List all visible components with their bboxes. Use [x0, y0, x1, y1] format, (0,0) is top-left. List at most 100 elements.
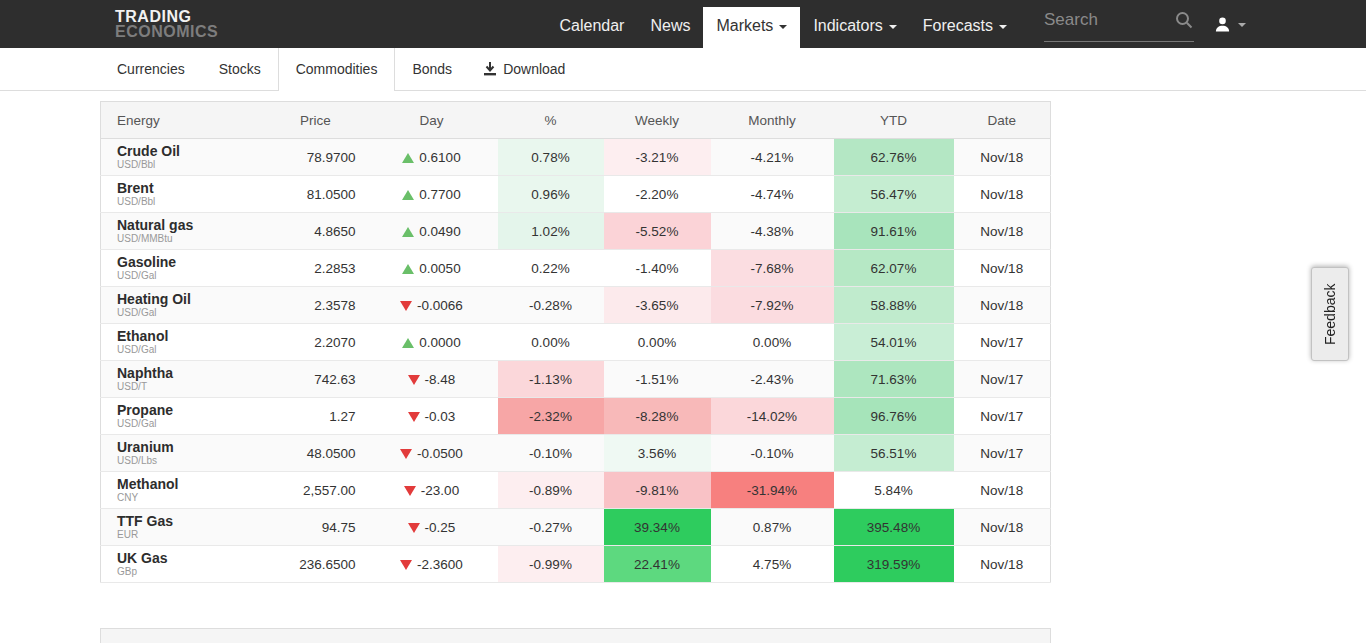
day-change-cell: 0.0490	[366, 213, 498, 250]
commodity-name[interactable]: Ethanol	[117, 327, 266, 344]
weekly-cell: -5.52%	[604, 213, 711, 250]
nav-item-news[interactable]: News	[637, 7, 703, 48]
percent-cell: -0.27%	[498, 509, 604, 546]
ytd-cell: 319.59%	[834, 546, 954, 583]
percent-cell: -2.32%	[498, 398, 604, 435]
monthly-cell: 0.00%	[711, 324, 834, 361]
commodity-name[interactable]: Uranium	[117, 438, 266, 455]
feedback-button[interactable]: Feedback	[1311, 267, 1349, 361]
day-change-cell: 0.6100	[366, 139, 498, 176]
commodity-cell: MethanolCNY	[101, 472, 266, 509]
table-row-ttf-gas[interactable]: TTF GasEUR94.75-0.25-0.27%39.34%0.87%395…	[101, 509, 1051, 546]
table-row-gasoline[interactable]: GasolineUSD/Gal2.28530.00500.22%-1.40%-7…	[101, 250, 1051, 287]
chevron-down-icon	[779, 25, 787, 29]
commodity-name[interactable]: Brent	[117, 179, 266, 196]
day-change-cell: -8.48	[366, 361, 498, 398]
price-cell: 236.6500	[266, 546, 366, 583]
weekly-cell: -3.21%	[604, 139, 711, 176]
download-button[interactable]: Download	[469, 48, 579, 90]
search-box	[1044, 0, 1194, 42]
ytd-cell: 91.61%	[834, 213, 954, 250]
table-gap	[100, 583, 1050, 628]
triangle-down-icon	[408, 412, 420, 422]
table-row-uranium[interactable]: UraniumUSD/Lbs48.0500-0.0500-0.10%3.56%-…	[101, 435, 1051, 472]
commodity-unit: GBp	[117, 566, 266, 580]
triangle-down-icon	[408, 375, 420, 385]
commodity-name[interactable]: TTF Gas	[117, 512, 266, 529]
triangle-down-icon	[400, 301, 412, 311]
table-row-brent[interactable]: BrentUSD/Bbl81.05000.77000.96%-2.20%-4.7…	[101, 176, 1051, 213]
trading-economics-logo[interactable]: TRADING ECONOMICS	[115, 0, 218, 48]
date-cell: Nov/17	[954, 398, 1051, 435]
triangle-down-icon	[400, 449, 412, 459]
weekly-cell: -9.81%	[604, 472, 711, 509]
table-row-ethanol[interactable]: EthanolUSD/Gal2.20700.00000.00%0.00%0.00…	[101, 324, 1051, 361]
tab-stocks[interactable]: Stocks	[202, 48, 278, 90]
table-row-crude-oil[interactable]: Crude OilUSD/Bbl78.97000.61000.78%-3.21%…	[101, 139, 1051, 176]
commodity-unit: USD/Gal	[117, 270, 266, 284]
tab-currencies[interactable]: Currencies	[100, 48, 202, 90]
metals-table: MetalsPriceDay%WeeklyMonthlyYTDDate	[100, 628, 1051, 643]
tab-commodities[interactable]: Commodities	[278, 48, 396, 91]
commodity-name[interactable]: Naphtha	[117, 364, 266, 381]
price-cell: 48.0500	[266, 435, 366, 472]
metals-column-header-weekly: Weekly	[604, 629, 711, 643]
ytd-cell: 62.07%	[834, 250, 954, 287]
commodity-name[interactable]: Heating Oil	[117, 290, 266, 307]
commodity-cell: BrentUSD/Bbl	[101, 176, 266, 213]
table-row-uk-gas[interactable]: UK GasGBp236.6500-2.3600-0.99%22.41%4.75…	[101, 546, 1051, 583]
commodity-cell: EthanolUSD/Gal	[101, 324, 266, 361]
commodity-name[interactable]: UK Gas	[117, 549, 266, 566]
price-cell: 94.75	[266, 509, 366, 546]
date-cell: Nov/18	[954, 213, 1051, 250]
monthly-cell: -7.68%	[711, 250, 834, 287]
nav-item-indicators[interactable]: Indicators	[800, 7, 909, 48]
user-menu[interactable]	[1214, 16, 1246, 33]
nav-item-calendar[interactable]: Calendar	[547, 7, 638, 48]
commodity-cell: GasolineUSD/Gal	[101, 250, 266, 287]
download-icon	[483, 62, 497, 76]
date-cell: Nov/17	[954, 361, 1051, 398]
search-icon[interactable]	[1174, 10, 1194, 30]
ytd-cell: 96.76%	[834, 398, 954, 435]
commodity-unit: USD/T	[117, 381, 266, 395]
energy-table-header: EnergyPriceDay%WeeklyMonthlyYTDDate	[101, 102, 1051, 139]
commodity-cell: Natural gasUSD/MMBtu	[101, 213, 266, 250]
commodity-name[interactable]: Methanol	[117, 475, 266, 492]
triangle-up-icon	[402, 338, 414, 348]
day-change-cell: -0.0066	[366, 287, 498, 324]
metals-column-header-day: Day	[366, 629, 498, 643]
nav-item-label: Calendar	[560, 17, 625, 35]
percent-cell: 0.22%	[498, 250, 604, 287]
percent-cell: 1.02%	[498, 213, 604, 250]
nav-item-markets[interactable]: Markets	[703, 7, 800, 48]
metals-column-header-price: Price	[266, 629, 366, 643]
monthly-cell: 4.75%	[711, 546, 834, 583]
commodity-unit: USD/Lbs	[117, 455, 266, 469]
table-row-naphtha[interactable]: NaphthaUSD/T742.63-8.48-1.13%-1.51%-2.43…	[101, 361, 1051, 398]
search-input[interactable]	[1044, 10, 1174, 30]
triangle-down-icon	[404, 486, 416, 496]
nav-item-forecasts[interactable]: Forecasts	[910, 7, 1020, 48]
commodity-name[interactable]: Gasoline	[117, 253, 266, 270]
commodity-unit: USD/Gal	[117, 418, 266, 432]
energy-column-header-energy: Energy	[101, 102, 266, 139]
date-cell: Nov/18	[954, 176, 1051, 213]
monthly-cell: -4.74%	[711, 176, 834, 213]
table-row-natural-gas[interactable]: Natural gasUSD/MMBtu4.86500.04901.02%-5.…	[101, 213, 1051, 250]
nav-item-label: Forecasts	[923, 17, 993, 35]
date-cell: Nov/17	[954, 435, 1051, 472]
weekly-cell: -2.20%	[604, 176, 711, 213]
price-cell: 2,557.00	[266, 472, 366, 509]
table-row-propane[interactable]: PropaneUSD/Gal1.27-0.03-2.32%-8.28%-14.0…	[101, 398, 1051, 435]
commodity-name[interactable]: Propane	[117, 401, 266, 418]
commodity-unit: CNY	[117, 492, 266, 506]
tab-bonds[interactable]: Bonds	[395, 48, 469, 90]
commodity-name[interactable]: Natural gas	[117, 216, 266, 233]
triangle-down-icon	[400, 560, 412, 570]
table-row-heating-oil[interactable]: Heating OilUSD/Gal2.3578-0.0066-0.28%-3.…	[101, 287, 1051, 324]
main-navigation: Calendar NewsMarketsIndicators Forecasts	[547, 0, 1020, 48]
table-row-methanol[interactable]: MethanolCNY2,557.00-23.00-0.89%-9.81%-31…	[101, 472, 1051, 509]
weekly-cell: -3.65%	[604, 287, 711, 324]
commodity-name[interactable]: Crude Oil	[117, 142, 266, 159]
